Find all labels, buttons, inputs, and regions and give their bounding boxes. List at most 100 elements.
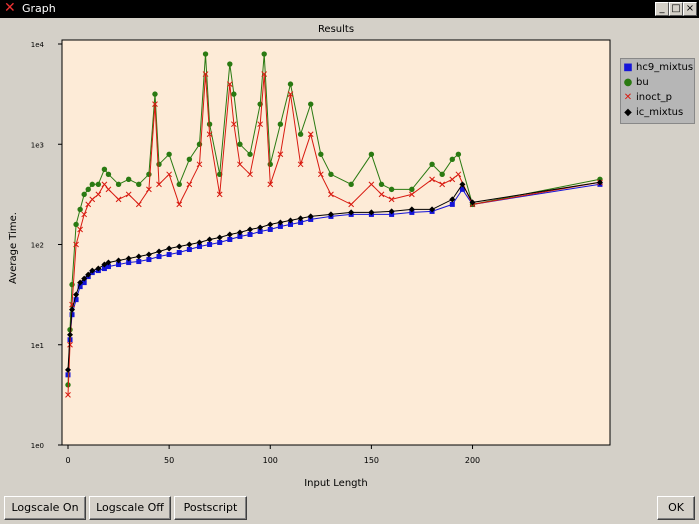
data-point — [145, 251, 152, 258]
y-tick-label: 1e0 — [31, 442, 44, 450]
data-point — [308, 216, 314, 222]
data-point — [257, 121, 264, 128]
data-point — [267, 181, 274, 188]
data-point — [455, 151, 462, 157]
data-point — [287, 221, 293, 227]
logscale-on-button[interactable]: Logscale On — [4, 496, 86, 520]
close-button[interactable]: × — [683, 2, 697, 16]
data-point — [409, 186, 415, 193]
data-point — [237, 161, 243, 168]
data-point — [95, 191, 102, 198]
data-point — [469, 199, 476, 206]
data-point — [267, 221, 274, 228]
diamond-marker-icon: ◆ — [624, 107, 632, 118]
data-point — [287, 217, 294, 224]
data-point — [261, 71, 268, 77]
data-point — [202, 71, 209, 77]
data-point — [85, 186, 91, 193]
data-point — [429, 176, 435, 183]
y-axis-label: Average Time. — [8, 212, 19, 284]
data-point — [348, 201, 355, 208]
data-point — [409, 209, 415, 215]
minimize-button[interactable]: _ — [655, 2, 669, 16]
chart-title: Results — [318, 24, 354, 35]
data-point — [231, 91, 237, 97]
x-tick-label: 0 — [65, 456, 70, 465]
data-point — [81, 280, 87, 286]
data-point — [236, 229, 243, 236]
data-point — [226, 81, 233, 87]
data-point — [73, 297, 79, 303]
axis-ticks: 0 50 100 150 200 1e0 1e1 1e2 1e3 1e4 — [31, 41, 480, 465]
data-point — [73, 221, 79, 228]
data-point — [125, 255, 132, 262]
data-point — [439, 181, 446, 188]
data-point — [206, 236, 213, 243]
legend-item: ✕ inoct_p — [623, 91, 672, 105]
data-point — [368, 151, 375, 157]
data-point — [327, 211, 334, 218]
data-point — [176, 181, 182, 188]
data-point — [166, 151, 172, 157]
data-point — [152, 91, 158, 97]
data-point — [152, 101, 158, 108]
data-point — [298, 219, 304, 225]
data-point — [89, 181, 95, 188]
data-point — [459, 181, 466, 188]
data-point — [146, 257, 152, 263]
data-point — [247, 171, 253, 178]
data-point — [297, 131, 304, 137]
data-point — [216, 191, 223, 198]
data-point — [81, 191, 87, 198]
legend-label: inoct_p — [636, 92, 673, 103]
data-point — [77, 206, 83, 213]
x-axis-label: Input Length — [304, 478, 368, 489]
ok-button[interactable]: OK — [657, 496, 695, 520]
data-point — [378, 181, 385, 188]
y-tick-label: 1e3 — [31, 141, 44, 149]
legend-label: ic_mixtus — [636, 107, 684, 118]
data-point — [368, 181, 375, 188]
plot-background — [61, 39, 611, 446]
data-point — [135, 253, 142, 260]
data-point — [67, 331, 74, 338]
data-point — [65, 366, 71, 373]
data-point — [388, 196, 395, 203]
data-point — [449, 196, 456, 203]
legend-item: ■ hc9_mixtus — [623, 61, 693, 75]
circle-marker-icon: ● — [623, 77, 633, 88]
data-point — [156, 181, 162, 188]
data-point — [237, 233, 243, 239]
data-point — [136, 181, 142, 188]
data-point — [596, 179, 603, 186]
data-point — [101, 266, 107, 272]
square-marker-icon: ■ — [623, 62, 633, 73]
data-point — [227, 61, 233, 67]
data-point — [267, 226, 273, 232]
chart-panel: Results Input Length Average Time. 0 50 10… — [0, 18, 699, 492]
data-point — [125, 176, 132, 183]
data-point — [455, 171, 462, 178]
data-point — [318, 151, 324, 157]
data-point — [85, 271, 92, 278]
postscript-button[interactable]: Postscript — [174, 496, 247, 520]
data-point — [247, 231, 253, 237]
data-point — [95, 265, 102, 272]
data-point — [81, 275, 88, 282]
logscale-off-button[interactable]: Logscale Off — [89, 496, 171, 520]
data-point — [156, 254, 162, 260]
data-point — [146, 186, 152, 193]
y-tick-label: 1e1 — [31, 342, 44, 350]
data-point — [125, 191, 132, 198]
data-point — [439, 171, 445, 178]
data-point — [257, 224, 264, 231]
window-title: Graph — [22, 2, 56, 15]
data-point — [186, 241, 193, 248]
data-point — [429, 161, 435, 167]
maximize-button[interactable]: □ — [669, 2, 683, 16]
data-point — [328, 171, 334, 178]
x-tick-label: 100 — [263, 456, 278, 465]
data-point — [247, 151, 253, 157]
data-point — [105, 264, 111, 270]
data-point — [101, 166, 108, 173]
